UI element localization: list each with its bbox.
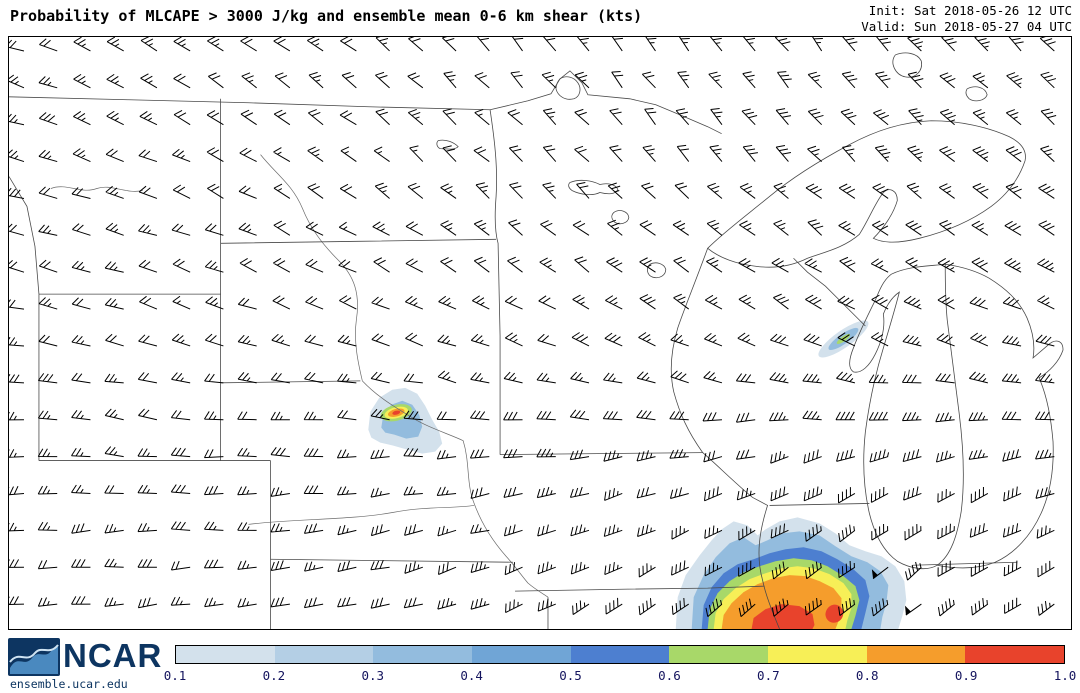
colorbar: 0.1 0.2 0.3 0.4 0.5 0.6 0.7 0.8 0.9 1.0 xyxy=(164,645,1077,683)
colorbar-segment xyxy=(472,646,571,663)
colorbar-label: 0.5 xyxy=(559,668,582,683)
map-frame xyxy=(8,36,1072,630)
valid-time: Valid: Sun 2018-05-27 04 UTC xyxy=(861,19,1072,34)
colorbar-label: 0.3 xyxy=(361,668,385,683)
colorbar-bar xyxy=(175,645,1065,664)
rivers xyxy=(50,154,549,598)
colorbar-segment xyxy=(570,646,670,663)
colorbar-label: 0.2 xyxy=(262,668,286,683)
colorbar-segment xyxy=(373,646,473,663)
colorbar-segment xyxy=(866,646,966,663)
colorbar-labels: 0.1 0.2 0.3 0.4 0.5 0.6 0.7 0.8 0.9 1.0 xyxy=(164,668,1077,683)
colorbar-segment xyxy=(965,646,1065,663)
colorbar-segment xyxy=(274,646,374,663)
state-borders xyxy=(9,70,1018,629)
colorbar-label: 0.4 xyxy=(460,668,483,683)
colorbar-label: 0.8 xyxy=(855,668,879,683)
colorbar-label: 1.0 xyxy=(1053,668,1077,683)
probability-contours xyxy=(368,320,907,629)
wind-barbs xyxy=(9,37,1057,618)
ncar-wordmark: NCAR xyxy=(63,637,163,674)
colorbar-label: 0.7 xyxy=(757,668,780,683)
site-url: ensemble.ucar.edu xyxy=(10,677,128,691)
run-times: Init: Sat 2018-05-26 12 UTC Valid: Sun 2… xyxy=(861,3,1072,35)
colorbar-label: 0.1 xyxy=(163,668,187,683)
ncar-logo-icon xyxy=(8,638,60,680)
map-title: Probability of MLCAPE > 3000 J/kg and en… xyxy=(10,7,643,25)
colorbar-segment xyxy=(669,646,769,663)
colorbar-segment xyxy=(768,646,867,663)
map-canvas xyxy=(9,37,1064,629)
lakes xyxy=(436,52,1064,570)
wind-barb-flags xyxy=(871,569,911,616)
colorbar-label: 0.6 xyxy=(658,668,681,683)
colorbar-label: 0.9 xyxy=(954,668,978,683)
init-time: Init: Sat 2018-05-26 12 UTC xyxy=(868,3,1072,18)
colorbar-segment xyxy=(176,646,275,663)
